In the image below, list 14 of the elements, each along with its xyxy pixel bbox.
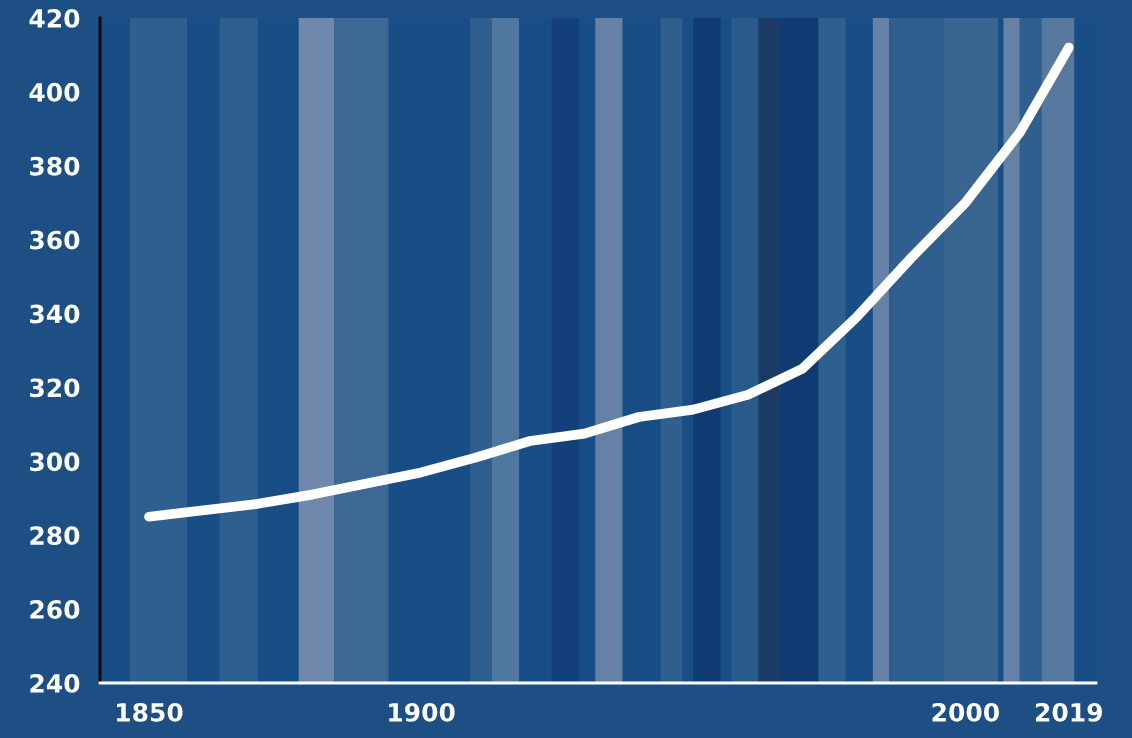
y-tick-label: 280 [30,526,80,546]
y-tick-label: 300 [30,452,80,472]
y-tick-label: 420 [29,8,80,28]
x-tick-label: 1900 [389,702,455,722]
y-tick-label: 380 [30,156,80,176]
y-tick-label: 340 [30,304,80,324]
x-tick-label: 2000 [932,702,999,722]
y-tick-label: 260 [30,600,80,619]
x-tick-label: 1850 [117,702,183,722]
y-tick-label: 240 [30,673,80,693]
y-tick-label: 360 [30,230,80,250]
x-tick-label: 2019 [1035,702,1102,722]
y-tick-label: 400 [29,82,80,102]
y-tick-label: 320 [30,378,80,398]
